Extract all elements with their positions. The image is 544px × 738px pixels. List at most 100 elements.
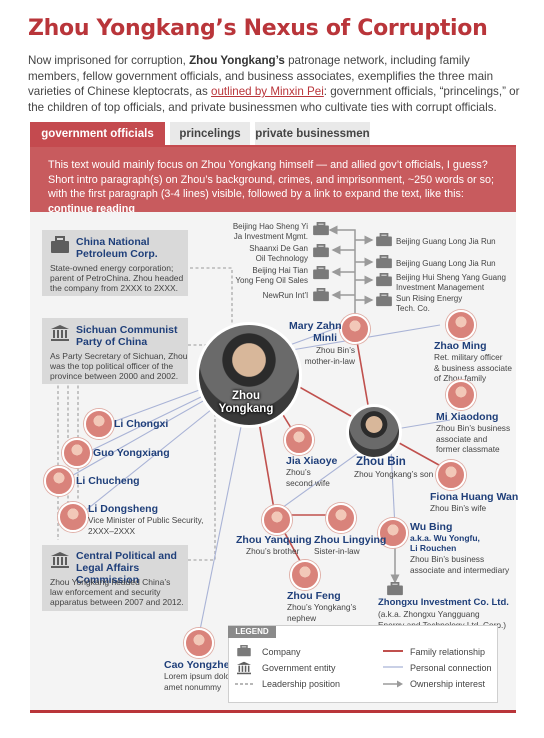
zhou-lingying-avatar[interactable] [326,503,356,533]
cnpc-title-2: Petroleum Corp. [76,248,158,260]
ownership-arrow-sample [383,680,403,688]
fiona-huang-avatar[interactable] [436,460,466,490]
legend-company: Company [262,647,301,657]
wu-bing-aka-1: a.k.a. Wu Yongfu, [410,533,480,543]
zhou-yongkang-name-1: Zhou [231,390,261,402]
minxin-pei-link[interactable]: outlined by Minxin Pei [211,85,324,98]
intro-text-3: : government officials, “princelings,” o… [28,85,520,114]
company-hui-sheng[interactable]: Beijing Hui Sheng Yang Guang Investment M… [396,273,516,293]
zhou-bin-name: Zhou Bin [356,456,406,468]
zhou-feng-avatar[interactable] [290,560,320,590]
wu-bing-aka-2: Li Rouchen [410,543,457,553]
cplac-title-2: Legal Affairs Commission [76,562,140,586]
zhou-bin-desc: Zhou Yongkang’s son [354,469,434,479]
sichuan-title-2: Party of China [76,336,148,348]
personal-line-sample [383,666,403,668]
tab-princelings[interactable]: princelings [170,122,250,146]
zhou-feng-name: Zhou Feng [287,590,341,602]
zhou-lingying-name: Zhou Lingying [314,534,387,546]
cplac-title-1: Central Political and [76,550,177,562]
tab-government-officials[interactable]: government officials [30,122,165,146]
jia-xiaoye-avatar[interactable] [284,425,314,455]
zhao-ming-desc-1: Ret. military officer [434,352,503,362]
company-label: Investment Management [396,283,485,292]
cnpc-title-1: China National [76,236,150,248]
continue-reading-link[interactable]: continue reading [48,202,135,215]
government-icon [237,661,251,675]
zhou-yongkang-name-2: Yongkang [218,402,274,415]
li-chucheng-name: Li Chucheng [76,475,140,487]
zhou-yanquing-avatar[interactable] [262,505,292,535]
zhao-ming-desc-2: & business associate [434,362,512,373]
zhou-yongkang-photo[interactable] [196,322,302,428]
wu-bing-avatar[interactable] [378,518,408,548]
wu-bing-name: Wu Bing [410,521,453,533]
legend-leadership: Leadership position [262,679,341,689]
page-title: Zhou Yongkang’s Nexus of Corruption [28,16,488,41]
card-sichuan[interactable]: Sichuan Communist Party of China As Part… [42,318,188,384]
banner-body: This text would mainly focus on Zhou Yon… [48,159,494,200]
mary-zahn-desc-1: Zhou Bin’s [315,345,355,355]
zhou-yanquing-desc: Zhou’s brother [246,546,300,556]
tab-private-businessmen[interactable]: private businessmen [255,122,370,146]
company-guang-long-1[interactable]: Beijing Guang Long Jia Run [396,237,516,247]
cplac-desc-1: Zhou Yongkang headed China’s [50,577,171,587]
zhongxu-name[interactable]: Zhongxu Investment Co. Ltd. [378,597,509,608]
cao-yongzheng-desc-1: Lorem ipsum dolor sit [164,671,244,681]
company-label: Sun Rising Energy [396,294,463,303]
company-label: Beijing Hao Sheng Yi [232,222,308,231]
li-dongsheng-desc-2: 2XXX–2XXX [88,525,136,536]
li-chongxi-avatar[interactable] [84,409,114,439]
company-label: Beijing Guang Long Jia Run [396,237,496,246]
legend-family: Family relationship [410,647,486,657]
government-icon [51,325,69,341]
sichuan-desc-1: As Party Secretary of Sichuan, Zhou [50,351,188,361]
wu-bing-aka: a.k.a. Wu Yongfu, Li Rouchen [410,533,480,553]
company-icon [376,293,392,307]
company-label: Beijing Hui Sheng Yang Guang [396,273,507,282]
company-newrun[interactable]: NewRun Int’l [218,291,308,301]
cao-yongzheng-name: Cao Yongzheng [164,659,243,671]
zhou-feng-desc-1: Zhou’s Yongkang’s [287,602,357,612]
fiona-huang-name: Fiona Huang Wan [430,491,519,503]
mi-xiaodong-avatar[interactable] [446,380,476,410]
cao-yongzheng-avatar[interactable] [184,628,214,658]
mary-zahn-desc-2: mother-in-law [304,355,355,366]
legend-government: Government entity [262,663,336,673]
jia-xiaoye-desc-2: second wife [286,477,330,488]
li-dongsheng-avatar[interactable] [58,502,88,532]
government-icon [51,552,69,568]
jia-xiaoye-desc-1: Zhou’s [286,467,311,477]
company-guang-long-2[interactable]: Beijing Guang Long Jia Run [396,259,516,269]
company-icon [313,266,329,280]
li-chucheng-avatar[interactable] [44,466,74,496]
zhongxu-desc-1: (a.k.a. Zhongxu Yangguang [378,609,480,619]
legend-ownership: Ownership interest [410,679,486,689]
company-label: NewRun Int’l [262,291,308,300]
company-icon [376,255,392,269]
guo-yongxiang-avatar[interactable] [62,438,92,468]
cao-yongzheng-desc: Lorem ipsum dolor sit amet nonummy [164,671,244,692]
zhou-feng-desc: Zhou’s Yongkang’s nephew [287,602,367,623]
sichuan-title-1: Sichuan Communist [76,324,178,336]
cao-yongzheng-desc-2: amet nonummy [164,681,222,692]
company-label: Beijing Guang Long Jia Run [396,259,496,268]
company-hai-tian[interactable]: Beijing Hai Tian Yong Feng Oil Sales [218,266,308,286]
cplac-desc-2: law enforcement and security [50,587,161,597]
wu-bing-desc: Zhou Bin’s business associate and interme… [410,554,520,575]
legend-tag: LEGEND [228,626,276,638]
card-cnpc[interactable]: China National Petroleum Corp. State-own… [42,230,188,296]
intro-text-1: Now imprisoned for corruption, [28,54,190,67]
company-sun-rising[interactable]: Sun Rising Energy Tech. Co. [396,294,516,314]
card-cplac[interactable]: Central Political and Legal Affairs Comm… [42,545,188,611]
company-hao-sheng[interactable]: Beijing Hao Sheng Yi Ja Investment Mgmt. [218,222,308,242]
cnpc-desc-1: State-owned energy corporation; [50,263,174,273]
mary-zahn-avatar[interactable] [340,314,370,344]
company-label: Yong Feng Oil Sales [235,276,308,285]
company-shaanxi[interactable]: Shaanxi De Gan Oil Technology [218,244,308,264]
mi-xiaodong-desc-3: former classmate [436,444,500,454]
li-dongsheng-name: Li Dongsheng [88,503,158,515]
zhao-ming-avatar[interactable] [446,310,476,340]
legend [228,625,498,703]
zhou-bin-photo[interactable] [346,404,402,460]
